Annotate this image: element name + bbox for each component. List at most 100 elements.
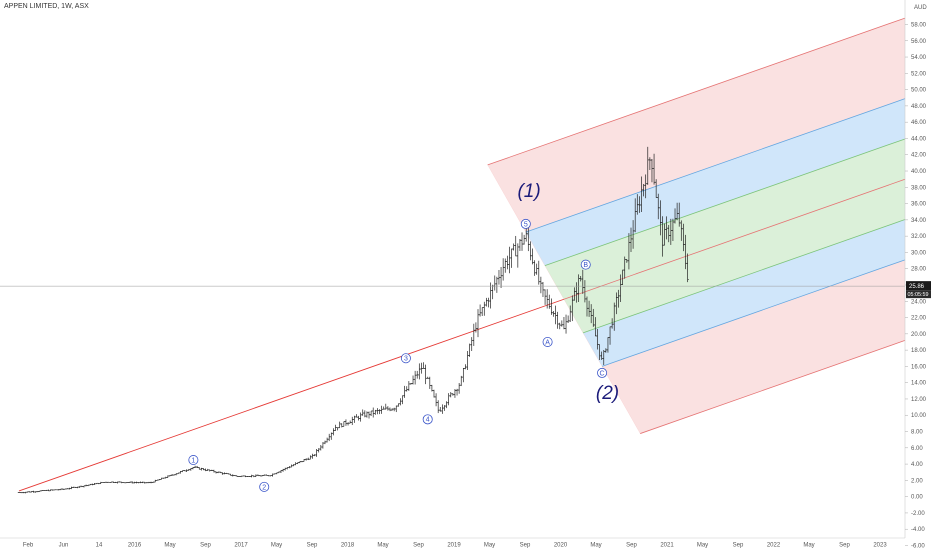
price-bar-152 [336,427,339,431]
pitchfork-line--1 [601,259,906,367]
price-bar-15 [49,489,52,492]
price-bar-93 [212,469,216,473]
price-bar-231 [501,258,505,281]
price-bar-59 [141,481,144,484]
price-bar-1 [19,492,23,494]
price-bar-50 [122,482,125,484]
price-bar-239 [518,239,522,251]
price-bar-134 [298,461,302,464]
y-tick-label-5: 48.00 [911,104,927,110]
price-bar-64 [151,481,155,483]
price-bar-114 [256,474,260,477]
x-tick-label-2: 14 [96,543,103,549]
wave-label-circle-0 [188,455,199,466]
price-bar-201 [439,406,442,412]
price-bar-173 [380,405,383,414]
y-tick-label-27: 4.00 [911,462,923,468]
price-bar-208 [453,388,457,398]
price-bar-254 [550,298,553,315]
price-bar-120 [269,475,272,477]
pitchfork-zone-5 [602,259,905,434]
price-bar-136 [302,459,306,462]
pitchfork-line-0_5 [544,138,906,267]
price-bar-103 [233,475,237,477]
price-bar-101 [229,473,232,476]
price-bar-25 [70,486,73,490]
price-bar-238 [516,243,520,268]
price-bar-99 [225,472,228,475]
price-bar-90 [206,468,209,471]
price-bar-105 [237,475,241,477]
price-bar-244 [529,241,532,261]
price-bar-88 [202,468,205,471]
wave-label-6: B [583,262,588,269]
price-bar-162 [357,415,360,421]
price-bar-111 [250,474,253,478]
price-bar-211 [460,375,463,387]
price-bar-198 [432,389,436,398]
price-bar-6 [30,491,33,493]
price-bar-63 [149,481,153,484]
pitchfork-layer [487,17,906,434]
pitchfork-line--2 [640,340,906,434]
price-bar-84 [193,465,197,469]
x-tick-label-15: 2020 [554,543,568,549]
price-bar-16 [51,489,54,491]
price-bar-258 [558,322,561,330]
price-bar-213 [464,364,467,370]
y-tick-label-15: 28.00 [911,267,927,273]
price-bar-229 [497,269,501,285]
price-bar-223 [485,297,488,307]
price-bar-94 [214,471,218,474]
price-bar-129 [288,466,291,469]
price-bar-165 [363,410,367,418]
price-bar-122 [273,473,276,475]
wave-label-circle-5 [542,336,553,347]
price-bar-319 [686,253,689,283]
price-bar-191 [418,363,421,380]
price-bar-169 [372,407,375,418]
x-tick-label-10: May [377,543,388,549]
price-bar-5 [28,491,31,493]
price-bar-12 [42,490,46,492]
price-bar-53 [128,481,132,483]
price-bar-128 [286,467,289,470]
y-tick-label-1: 56.00 [911,39,927,45]
price-bar-253 [548,294,551,309]
last-price-badge [906,281,931,291]
price-bar-168 [369,410,373,417]
wave-label-circle-2 [400,353,411,364]
price-bar-217 [472,323,476,346]
price-bar-61 [145,482,149,484]
price-bar-65 [154,479,157,483]
y-tick-label-24: 10.00 [911,413,927,419]
price-bar-35 [91,483,94,486]
price-bar-230 [499,267,503,289]
pitchfork-line--0_5 [582,219,906,334]
price-bar-219 [476,309,480,338]
price-bar-67 [158,479,161,481]
price-bar-31 [82,485,86,488]
price-bar-193 [422,362,425,369]
price-bar-200 [436,400,440,414]
price-bar-78 [181,470,184,473]
y-tick-label-20: 18.00 [911,348,927,354]
price-bar-112 [252,475,255,478]
y-tick-label-17: 24.00 [911,299,927,305]
price-bar-262 [566,315,570,323]
y-tick-label-26: 6.00 [911,446,923,452]
y-tick-label-9: 40.00 [911,169,927,175]
price-bar-170 [374,409,377,415]
price-bar-199 [434,393,438,407]
wave-label-0: 1 [191,457,195,464]
pitchfork-line-1 [525,98,906,233]
price-bar-220 [478,304,482,317]
price-bar-148 [327,433,331,442]
price-bar-259 [560,320,564,327]
price-bar-74 [172,474,176,476]
price-bar-188 [411,375,415,385]
price-bar-26 [72,486,75,488]
price-bar-54 [130,481,134,484]
price-bar-248 [537,260,540,285]
